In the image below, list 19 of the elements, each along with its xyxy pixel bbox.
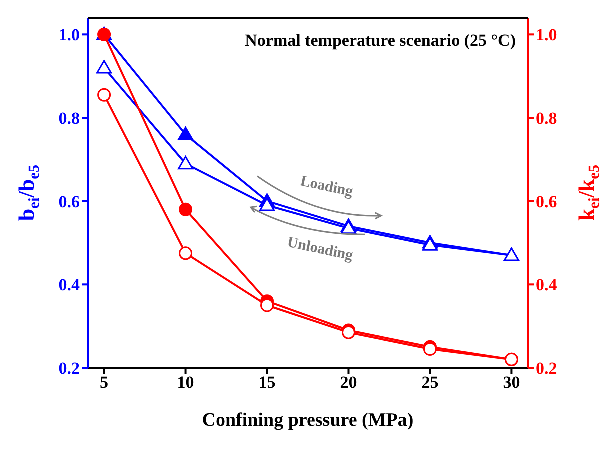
y2-tick-label: 0.8 [536, 109, 558, 128]
x-tick-label: 20 [340, 373, 358, 392]
y-tick-label: 0.8 [58, 109, 80, 128]
y2-tick-label: 1.0 [536, 26, 558, 45]
y2-tick-label: 0.2 [536, 359, 558, 378]
y2-tick-label: 0.6 [536, 192, 558, 212]
text: Normal temperature scenario (25 °C) [245, 31, 516, 50]
x-tick-label: 15 [258, 373, 276, 392]
y-tick-label: 0.4 [58, 276, 80, 295]
y-tick-label: 1.0 [58, 26, 80, 45]
x-tick-label: 30 [503, 373, 520, 392]
y-tick-label: 0.6 [58, 192, 80, 212]
annotation: Loading [299, 174, 356, 200]
y-tick-label: 0.2 [58, 359, 80, 378]
x-tick-label: 25 [422, 373, 439, 392]
x-tick-label: 5 [100, 373, 109, 392]
x-tick-label: 10 [177, 373, 194, 392]
x-axis-title: Confining pressure (MPa) [202, 410, 414, 431]
y2-tick-label: 0.4 [536, 276, 558, 295]
